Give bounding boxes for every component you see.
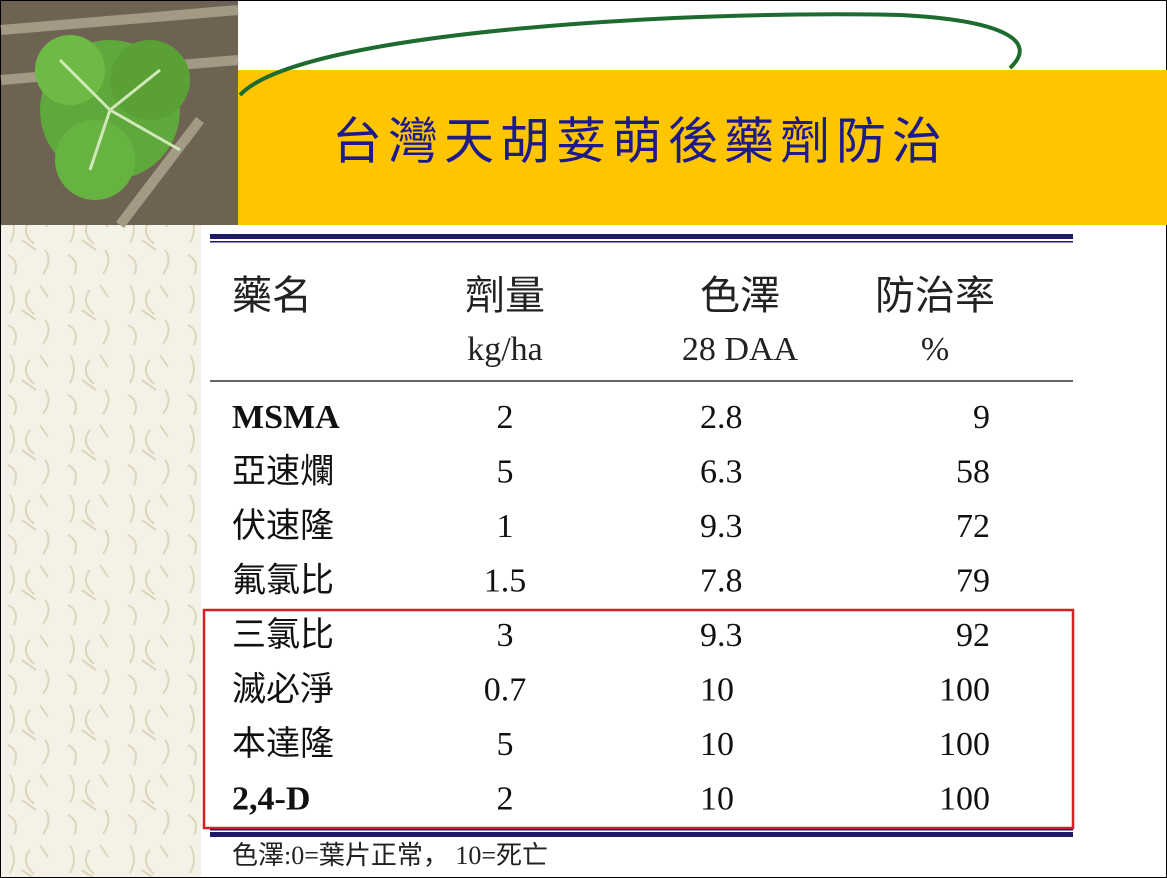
- table-cell: 1: [497, 508, 514, 545]
- table-cell: 100: [939, 726, 990, 763]
- header-name: 色澤: [700, 273, 780, 318]
- table-cell: 100: [939, 780, 990, 817]
- table-cell: 2.8: [700, 399, 743, 436]
- table-cell: 9.3: [700, 508, 743, 545]
- table-cell: MSMA: [232, 399, 340, 436]
- table-cell: 3: [497, 617, 514, 654]
- table-cell: 10: [700, 780, 734, 817]
- table-cell: 5: [497, 453, 514, 490]
- title-band: [238, 70, 1167, 225]
- swoosh: [238, 12, 1022, 97]
- table-cell: 9.3: [700, 617, 743, 654]
- table-cell: 2: [497, 399, 514, 436]
- table-cell: 58: [956, 453, 990, 490]
- header-name: 藥名: [232, 273, 312, 318]
- highlight-box: [202, 608, 1075, 830]
- table-cell: 1.5: [484, 562, 527, 599]
- table-cell: 72: [956, 508, 990, 545]
- table: 藥名 劑量 kg/ha 色澤 28 DAA 防治率% MSMA 2 2.8 9 亞速爛 5 6.3 58 伏…: [232, 273, 995, 817]
- table-cell: 10: [700, 726, 734, 763]
- rule-top-thin: [210, 241, 1073, 243]
- table-cell: 79: [956, 562, 990, 599]
- slide-title: 台灣天胡荽萌後藥劑防治: [332, 113, 948, 169]
- table-cell: 滅必淨: [232, 671, 334, 708]
- table-cell: 100: [939, 671, 990, 708]
- decor-strip: [1, 225, 201, 877]
- footnote: 色澤:0=葉片正常， 10=死亡: [232, 841, 548, 870]
- table-cell: 5: [497, 726, 514, 763]
- table-cell: 0.7: [484, 671, 527, 708]
- table-cell: 2,4-D: [232, 780, 310, 817]
- table-cell: 三氯比: [232, 616, 334, 654]
- rule-top: [210, 234, 1073, 239]
- leaf-photo: [0, 1, 239, 229]
- table-cell: 本達隆: [232, 725, 334, 763]
- table-cell: 亞速爛: [232, 453, 334, 490]
- table-cell: 氟氯比: [232, 561, 334, 599]
- rule-bottom: [210, 832, 1073, 837]
- header-unit: kg/ha: [467, 331, 543, 368]
- header-unit: 28 DAA: [682, 331, 799, 368]
- header-name: 防治率: [875, 273, 995, 318]
- rule-bottom-thin: [210, 829, 1073, 831]
- table-cell: 92: [956, 617, 990, 654]
- header-name: 劑量: [465, 273, 545, 318]
- table-cell: 伏速隆: [232, 507, 334, 545]
- table-cell: 10: [700, 671, 734, 708]
- header-unit: %: [921, 331, 949, 368]
- table-cell: 7.8: [700, 562, 743, 599]
- table-cell: 9: [973, 399, 990, 436]
- table-cell: 2: [497, 780, 514, 817]
- table-cell: 6.3: [700, 453, 743, 490]
